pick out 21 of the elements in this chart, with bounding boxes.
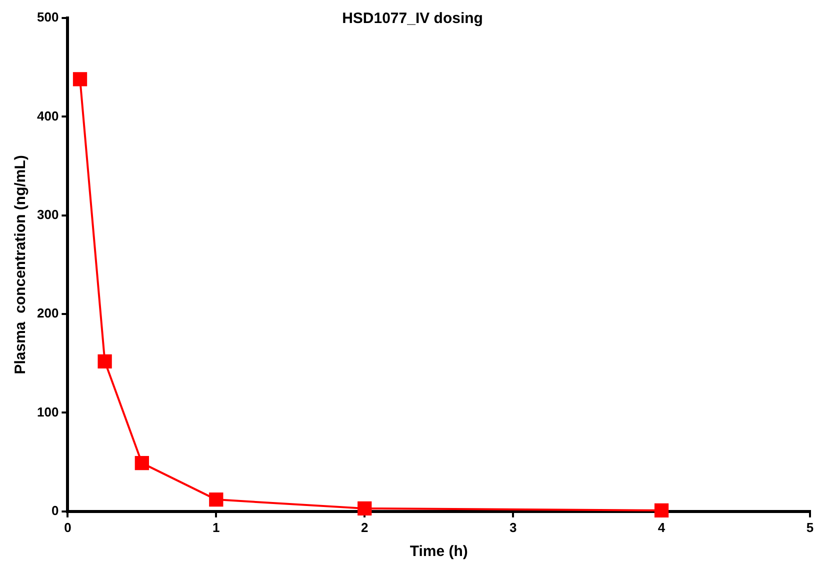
y-tick-label: 0 [51,502,59,518]
x-tick-label: 1 [212,520,220,535]
x-tick-label: 5 [806,520,814,535]
y-tick-label: 100 [36,404,59,420]
x-tick-label: 3 [509,520,517,535]
y-tick-label: 500 [36,10,59,25]
point [134,456,149,470]
y-tick-label: 400 [36,108,59,124]
x-tick-label: 2 [360,520,368,535]
point [654,503,669,518]
point [209,492,224,507]
chart-title: HSD1077_IV dosing [342,10,483,28]
x-tick-label: 0 [64,520,72,535]
point [358,501,372,516]
x-tick-label: 4 [658,520,666,535]
y-tick-label: 300 [36,206,59,222]
point [72,72,88,86]
point [98,354,112,368]
x-axis-title: Time (h) [410,543,468,560]
y-axis-title: Plasma concentration (ng/mL) [12,155,30,374]
y-tick-label: 200 [36,306,59,321]
